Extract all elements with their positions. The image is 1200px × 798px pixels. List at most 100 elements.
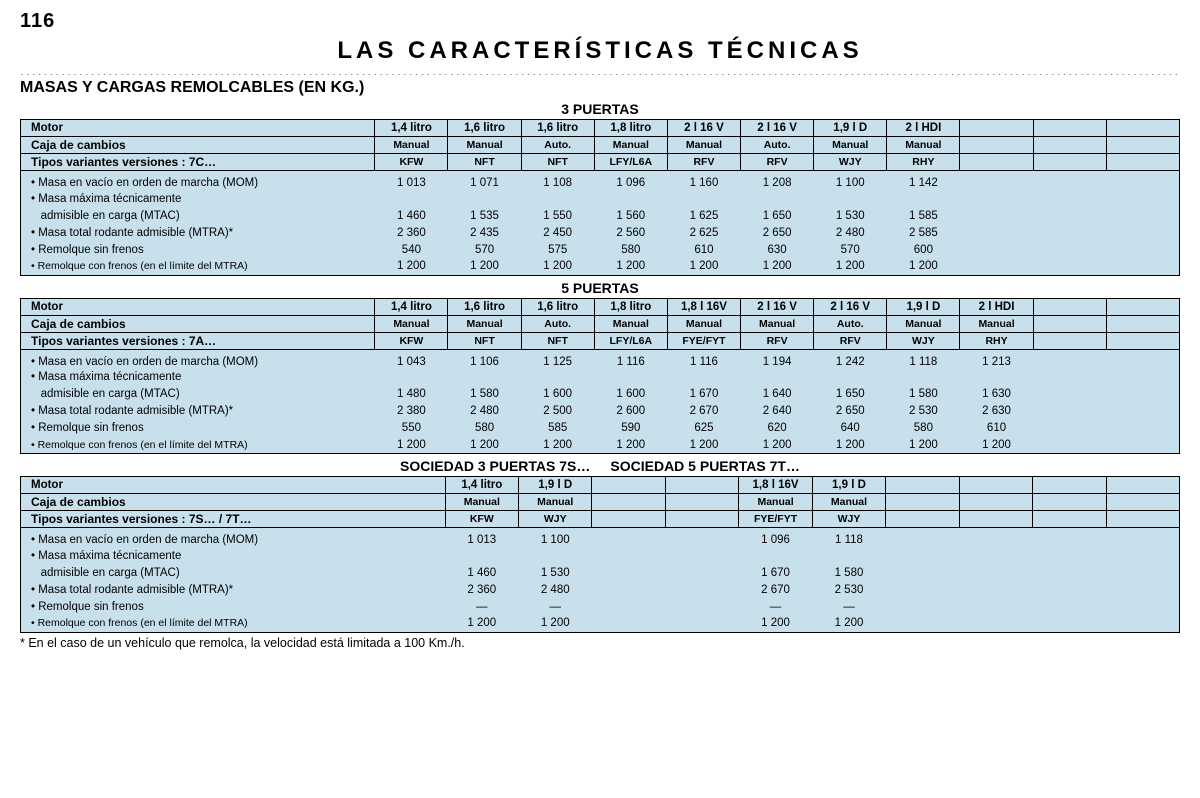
cell xyxy=(1033,420,1106,437)
cell: 1,8 litro xyxy=(594,120,667,137)
cell xyxy=(594,369,667,386)
cell xyxy=(739,547,812,564)
cell xyxy=(1033,369,1106,386)
table-sociedad: Motor 1,4 litro1,9 l D1,8 l 16V1,9 l D C… xyxy=(20,476,1180,633)
cell xyxy=(886,615,959,632)
cell xyxy=(886,528,959,548)
cell: — xyxy=(739,598,812,615)
cell: NFT xyxy=(448,154,521,171)
cell xyxy=(1033,120,1106,137)
cell: 1 100 xyxy=(814,171,887,191)
cell xyxy=(1033,547,1106,564)
cell: NFT xyxy=(521,332,594,349)
cell xyxy=(375,190,448,207)
cell: 1 630 xyxy=(960,386,1033,403)
cell xyxy=(521,190,594,207)
cell xyxy=(1106,511,1179,528)
divider-dots: ........................................… xyxy=(20,67,1180,75)
cell xyxy=(886,598,959,615)
cell xyxy=(887,369,960,386)
cell: 1 580 xyxy=(887,386,960,403)
cell xyxy=(1106,528,1179,548)
row-label-mom: • Masa en vacío en orden de marcha (MOM) xyxy=(21,528,446,548)
cell xyxy=(1033,332,1106,349)
cell: KFW xyxy=(375,332,448,349)
cell xyxy=(960,190,1033,207)
cell xyxy=(886,581,959,598)
cell: 1 106 xyxy=(448,349,521,369)
cell: WJY xyxy=(887,332,960,349)
row-label-variant: Tipos variantes versiones : 7A… xyxy=(21,332,375,349)
cell: FYE/FYT xyxy=(667,332,740,349)
cell xyxy=(960,224,1033,241)
cell: Auto. xyxy=(521,137,594,154)
section-title-7s: SOCIEDAD 3 PUERTAS 7S… xyxy=(400,458,590,474)
cell xyxy=(1106,190,1179,207)
cell xyxy=(1106,349,1179,369)
cell: 1 560 xyxy=(594,207,667,224)
row-label-mtac-a: • Masa máxima técnicamente xyxy=(21,190,375,207)
cell xyxy=(812,547,885,564)
cell: 1,4 litro xyxy=(445,477,518,494)
row-label-mtac-a: • Masa máxima técnicamente xyxy=(21,547,446,564)
cell xyxy=(667,369,740,386)
section-title-7t: SOCIEDAD 5 PUERTAS 7T… xyxy=(610,458,800,474)
cell: Auto. xyxy=(521,315,594,332)
cell: 1 160 xyxy=(667,171,740,191)
cell xyxy=(1106,581,1179,598)
cell xyxy=(1106,386,1179,403)
cell xyxy=(1033,477,1106,494)
cell xyxy=(1033,190,1106,207)
page-title: LAS CARACTERÍSTICAS TÉCNICAS xyxy=(20,37,1180,65)
cell: WJY xyxy=(519,511,592,528)
cell xyxy=(1106,598,1179,615)
cell: 2 l 16 V xyxy=(741,298,814,315)
cell xyxy=(592,528,665,548)
cell xyxy=(887,190,960,207)
cell xyxy=(1106,298,1179,315)
cell: Manual xyxy=(887,315,960,332)
row-label-rcf: • Remolque con frenos (en el límite del … xyxy=(21,258,375,275)
cell xyxy=(1033,207,1106,224)
cell: 610 xyxy=(960,420,1033,437)
cell: Manual xyxy=(667,315,740,332)
cell: 2 360 xyxy=(375,224,448,241)
row-label-mom: • Masa en vacío en orden de marcha (MOM) xyxy=(21,349,375,369)
cell: 1 208 xyxy=(741,171,814,191)
cell: 2 650 xyxy=(814,403,887,420)
cell: Manual xyxy=(448,137,521,154)
cell xyxy=(960,241,1033,258)
cell xyxy=(665,477,738,494)
cell xyxy=(1033,564,1106,581)
cell: Manual xyxy=(812,494,885,511)
cell: 1 200 xyxy=(519,615,592,632)
cell: Manual xyxy=(519,494,592,511)
cell: WJY xyxy=(814,154,887,171)
cell: 550 xyxy=(375,420,448,437)
cell: 2 625 xyxy=(667,224,740,241)
footnote: * En el caso de un vehículo que remolca,… xyxy=(20,636,1180,650)
cell xyxy=(594,190,667,207)
cell: NFT xyxy=(521,154,594,171)
cell: 630 xyxy=(741,241,814,258)
cell xyxy=(886,511,959,528)
row-label-mtac-b: admisible en carga (MTAC) xyxy=(21,386,375,403)
cell: 1 118 xyxy=(812,528,885,548)
cell xyxy=(959,547,1032,564)
cell: 1 530 xyxy=(814,207,887,224)
cell: 1,8 l 16V xyxy=(667,298,740,315)
cell: 575 xyxy=(521,241,594,258)
cell xyxy=(521,369,594,386)
cell: 570 xyxy=(448,241,521,258)
cell: 580 xyxy=(594,241,667,258)
cell: 1 550 xyxy=(521,207,594,224)
row-label-rcf: • Remolque con frenos (en el límite del … xyxy=(21,615,446,632)
cell: 2 l 16 V xyxy=(741,120,814,137)
cell: 1 580 xyxy=(812,564,885,581)
cell: 620 xyxy=(741,420,814,437)
cell xyxy=(665,615,738,632)
cell xyxy=(1033,154,1106,171)
cell xyxy=(1033,298,1106,315)
cell: 1 142 xyxy=(887,171,960,191)
cell: 2 500 xyxy=(521,403,594,420)
